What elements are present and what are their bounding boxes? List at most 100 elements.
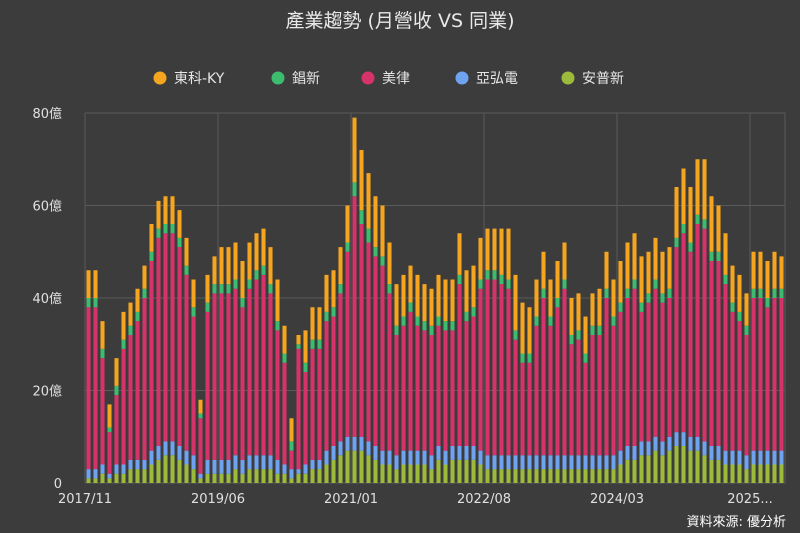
bar-segment (401, 325, 406, 451)
bar-segment (541, 469, 546, 483)
bar-segment (702, 228, 707, 442)
bar-segment (730, 311, 735, 451)
bar-segment (387, 450, 392, 465)
bar-segment (576, 339, 581, 456)
bar-segment (114, 385, 119, 396)
x-tick-label: 2025... (727, 492, 772, 507)
bar-segment (723, 284, 728, 451)
bar-segment (618, 302, 623, 312)
bar-segment (121, 348, 126, 465)
bar-segment (366, 228, 371, 243)
bar-segment (289, 450, 294, 470)
bar-segment (688, 242, 693, 252)
bar-segment (107, 478, 112, 483)
bar-segment (681, 446, 686, 483)
bar-stack (569, 298, 574, 483)
bar-stack (205, 274, 210, 483)
bar-segment (114, 464, 119, 474)
bar-segment (303, 330, 308, 363)
bar-segment (93, 478, 98, 483)
bar-segment (674, 247, 679, 433)
bar-segment (583, 469, 588, 483)
bar-segment (268, 284, 273, 294)
bar-segment (163, 441, 168, 456)
bar-segment (674, 187, 679, 238)
bar-segment (317, 307, 322, 340)
bar-segment (569, 344, 574, 456)
bar-segment (716, 205, 721, 252)
bar-segment (261, 455, 266, 470)
bar-segment (597, 469, 602, 483)
bar-segment (457, 233, 462, 275)
bar-segment (478, 288, 483, 451)
bar-segment (247, 455, 252, 470)
bar-segment (674, 237, 679, 248)
bar-stack (765, 261, 770, 483)
bar-segment (254, 279, 259, 456)
bar-segment (520, 302, 525, 354)
bar-segment (338, 455, 343, 483)
bar-segment (667, 436, 672, 451)
bar-segment (513, 274, 518, 331)
bar-stack (261, 228, 266, 483)
bar-segment (436, 446, 441, 460)
bar-segment (604, 251, 609, 289)
bar-segment (387, 293, 392, 451)
bar-segment (254, 233, 259, 271)
bar-segment (324, 311, 329, 322)
source-note: 資料來源: 優分析 (686, 515, 786, 530)
bar-segment (464, 446, 469, 460)
bar-segment (765, 298, 770, 308)
bar-segment (772, 464, 777, 483)
bar-segment (345, 450, 350, 483)
x-tick-label: 2021/01 (324, 492, 378, 507)
bar-stack (520, 302, 525, 483)
bar-segment (660, 302, 665, 442)
bar-segment (478, 237, 483, 280)
bar-segment (436, 316, 441, 326)
bar-segment (709, 459, 714, 483)
bar-segment (233, 288, 238, 456)
legend: 東科-KY 錩新 美律 亞弘電 安普新 (153, 71, 624, 87)
bar-stack (429, 288, 434, 483)
bar-segment (261, 228, 266, 266)
bar-segment (93, 307, 98, 470)
bar-segment (345, 205, 350, 243)
bar-segment (555, 261, 560, 298)
bar-segment (555, 469, 560, 483)
bar-segment (590, 325, 595, 335)
bar-segment (191, 455, 196, 470)
bar-segment (282, 464, 287, 474)
bar-segment (688, 450, 693, 483)
bar-segment (240, 261, 245, 298)
bar-segment (541, 251, 546, 289)
bar-segment (86, 469, 91, 479)
bar-segment (184, 450, 189, 465)
bar-stack (212, 256, 217, 483)
bar-segment (744, 335, 749, 456)
bar-segment (184, 237, 189, 266)
bar-segment (128, 325, 133, 335)
bar-segment (688, 187, 693, 243)
bar-segment (240, 473, 245, 483)
bar-segment (359, 150, 364, 211)
bar-segment (576, 293, 581, 331)
bar-segment (723, 464, 728, 483)
bar-segment (520, 469, 525, 483)
bar-segment (107, 432, 112, 474)
bar-segment (156, 228, 161, 238)
legend-swatch (271, 71, 285, 85)
bar-segment (695, 436, 700, 451)
bar-segment (646, 455, 651, 483)
bar-segment (247, 288, 252, 456)
bar-stack (695, 159, 700, 483)
bar-segment (226, 459, 231, 474)
bar-segment (177, 459, 182, 483)
bar-segment (352, 450, 357, 483)
bar-stack (625, 242, 630, 483)
legend-swatch (455, 71, 469, 85)
bar-stack (562, 242, 567, 483)
bar-segment (338, 441, 343, 456)
bar-segment (611, 325, 616, 456)
bar-stack (233, 242, 238, 483)
